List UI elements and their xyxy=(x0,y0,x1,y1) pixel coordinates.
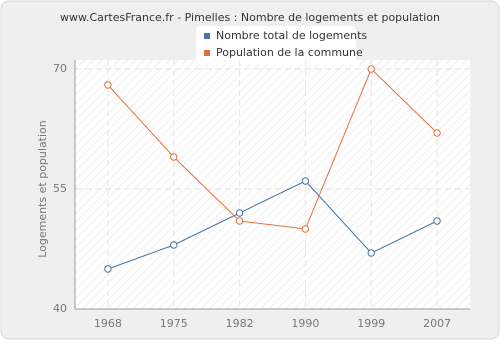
x-tick-label: 1990 xyxy=(291,317,319,330)
x-tick-label: 1982 xyxy=(226,317,254,330)
y-axis-label: Logements et population xyxy=(36,120,49,258)
series-line xyxy=(107,180,438,270)
point xyxy=(104,265,112,273)
point xyxy=(301,225,310,233)
point xyxy=(170,153,178,161)
y-tick-label: 70 xyxy=(53,62,67,75)
y-tick-label: 40 xyxy=(53,302,67,315)
point xyxy=(433,129,441,137)
series-line xyxy=(107,68,438,230)
legend-label: Nombre total de logements xyxy=(216,29,367,42)
point xyxy=(235,217,244,225)
legend xyxy=(196,26,356,64)
chart-title: www.CartesFrance.fr - Pimelles : Nombre … xyxy=(60,11,440,24)
y-tick-label: 55 xyxy=(53,182,67,195)
x-tick-label: 1968 xyxy=(94,317,122,330)
point xyxy=(235,209,244,217)
point xyxy=(104,81,112,89)
legend-label: Population de la commune xyxy=(216,46,363,59)
point xyxy=(367,65,375,73)
point xyxy=(301,177,310,185)
x-tick-label: 1999 xyxy=(357,317,385,330)
legend-swatch xyxy=(204,50,210,56)
x-tick-label: 1975 xyxy=(160,317,188,330)
x-tick-label: 2007 xyxy=(423,317,451,330)
point xyxy=(433,217,441,225)
legend-swatch xyxy=(204,33,210,39)
plot-area xyxy=(75,60,470,309)
point xyxy=(170,241,178,249)
point xyxy=(367,249,375,257)
